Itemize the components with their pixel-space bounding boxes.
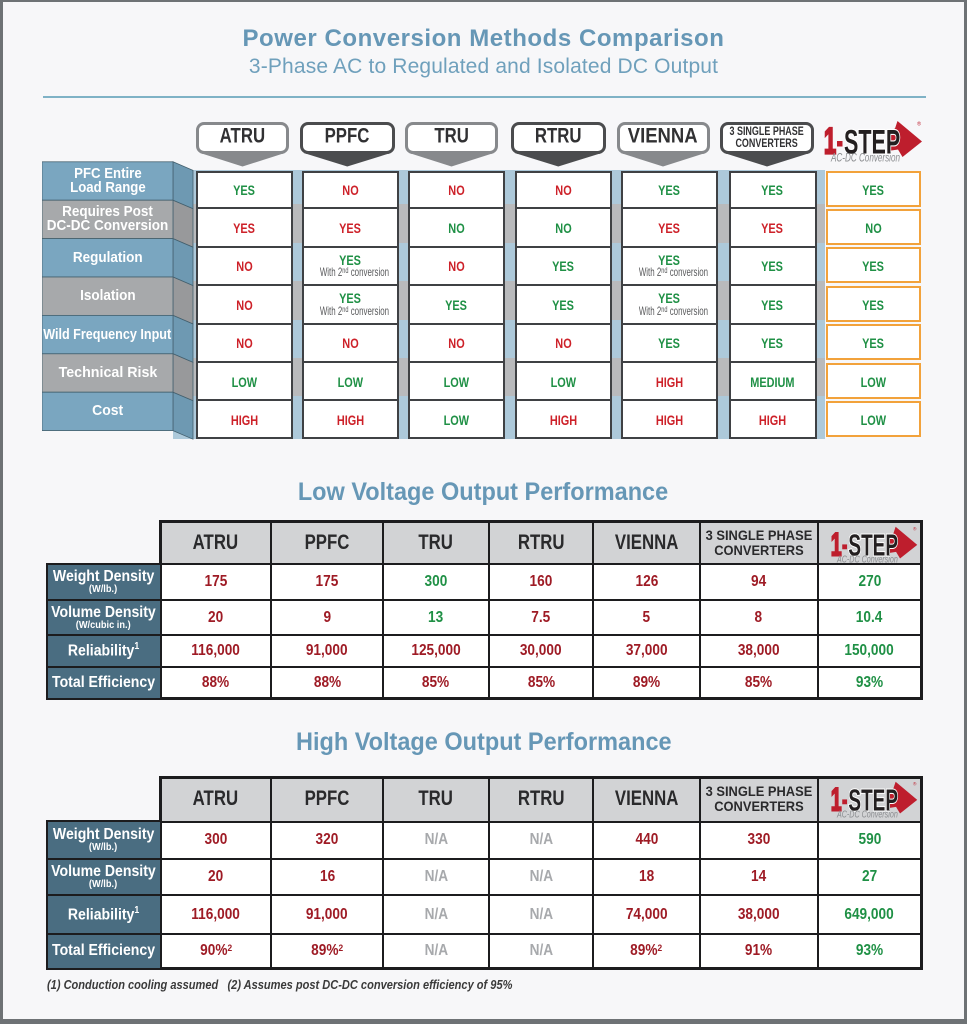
svg-text:STEP: STEP bbox=[848, 529, 898, 563]
svg-text:AC-DC Conversion: AC-DC Conversion bbox=[836, 554, 898, 565]
svg-text:AC-DC Conversion: AC-DC Conversion bbox=[830, 153, 900, 165]
svg-text:1: 1 bbox=[824, 121, 836, 162]
svg-text:STEP: STEP bbox=[844, 123, 900, 161]
svg-text:1: 1 bbox=[830, 526, 841, 562]
svg-text:®: ® bbox=[912, 781, 916, 788]
svg-text:®: ® bbox=[912, 525, 916, 532]
svg-text:AC-DC Conversion: AC-DC Conversion bbox=[836, 810, 898, 821]
svg-text:STEP: STEP bbox=[848, 784, 898, 818]
svg-text:®: ® bbox=[917, 121, 921, 128]
svg-text:1: 1 bbox=[830, 781, 841, 817]
